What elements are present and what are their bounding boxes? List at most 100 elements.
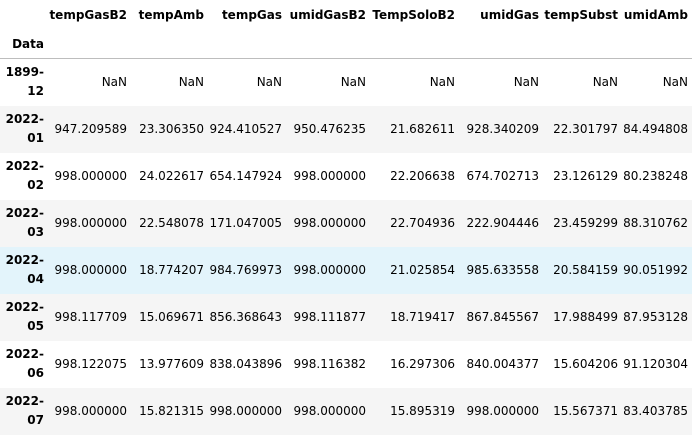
index-name-spacer — [208, 30, 286, 59]
table-cell: 20.584159 — [553, 263, 618, 277]
table-cell: 23.306350 — [139, 122, 204, 136]
row-index-label-line: 07 — [27, 413, 44, 427]
row-index-label-line: 05 — [27, 319, 44, 333]
column-header-row: tempGasB2 tempAmb tempGas umidGasB2 Temp… — [0, 0, 692, 30]
row-index-label: 2022- 03 — [0, 200, 48, 247]
row-index-label: 2022- 06 — [0, 341, 48, 388]
table-cell: 998.000000 — [293, 216, 366, 230]
table-cell: 674.702713 — [466, 169, 539, 183]
row-index-label-line: 06 — [27, 366, 44, 380]
table-cell: 91.120304 — [623, 357, 688, 371]
table-cell: 998.000000 — [293, 404, 366, 418]
row-index-label-line: 2022- — [5, 253, 44, 267]
table-cell: 23.459299 — [553, 216, 618, 230]
table-cell: 16.297306 — [390, 357, 455, 371]
row-index-label: 1899- 12 — [0, 59, 48, 106]
table-cell: 998.117709 — [54, 310, 127, 324]
row-index-label-line: 04 — [27, 272, 44, 286]
table-cell: 83.403785 — [623, 404, 688, 418]
table-row: 2022- 05 998.117709 15.069671 856.368643 998.… — [0, 293, 692, 341]
table-cell: 654.147924 — [209, 169, 282, 183]
index-name-row: Data — [0, 30, 692, 59]
table-cell: 171.047005 — [209, 216, 282, 230]
table-row: 2022- 07 998.000000 15.821315 998.000000 998.… — [0, 387, 692, 435]
table-cell: 998.000000 — [466, 404, 539, 418]
table-cell: NaN — [592, 75, 618, 90]
row-index-label-line: 2022- — [5, 347, 44, 361]
table-cell: 998.000000 — [54, 404, 127, 418]
index-name-spacer — [543, 30, 622, 59]
table-cell: 15.895319 — [390, 404, 455, 418]
table-cell: 24.022617 — [139, 169, 204, 183]
row-index-label-line: 2022- — [5, 394, 44, 408]
table-cell: 947.209589 — [54, 122, 127, 136]
column-header-umidGas: umidGas — [480, 8, 539, 22]
table-cell: NaN — [101, 75, 127, 90]
table-cell: 838.043896 — [209, 357, 282, 371]
table-cell: 840.004377 — [466, 357, 539, 371]
table-cell: 856.368643 — [209, 310, 282, 324]
table-cell: NaN — [513, 75, 539, 90]
table-cell: 222.904446 — [466, 216, 539, 230]
table-cell: 998.111877 — [293, 310, 366, 324]
table-cell: 984.769973 — [209, 263, 282, 277]
table-cell: 84.494808 — [623, 122, 688, 136]
row-index-label-line: 01 — [27, 131, 44, 145]
column-header-tempGasB2: tempGasB2 — [49, 8, 127, 22]
table-row: 1899- 12 NaN NaN NaN NaN NaN NaN NaN NaN — [0, 58, 692, 106]
row-index-label-line: 2022- — [5, 206, 44, 220]
table-cell: 998.116382 — [293, 357, 366, 371]
table-cell: 21.682611 — [390, 122, 455, 136]
table-cell: 15.069671 — [139, 310, 204, 324]
row-index-label: 2022- 02 — [0, 153, 48, 200]
table-cell: 924.410527 — [209, 122, 282, 136]
row-index-label: 2022- 04 — [0, 247, 48, 294]
table-row: 2022- 02 998.000000 24.022617 654.147924 998.… — [0, 152, 692, 200]
table-cell: 867.845567 — [466, 310, 539, 324]
table-cell: 87.953128 — [623, 310, 688, 324]
table-row: 2022- 06 998.122075 13.977609 838.043896 998.… — [0, 340, 692, 388]
index-name-spacer — [131, 30, 208, 59]
column-header-tempGas: tempGas — [221, 8, 282, 22]
index-name-spacer — [622, 30, 692, 59]
column-header-TempSoloB2: TempSoloB2 — [372, 8, 455, 22]
column-header-umidGasB2: umidGasB2 — [289, 8, 366, 22]
table-cell: 22.301797 — [553, 122, 618, 136]
index-name-spacer — [459, 30, 543, 59]
table-cell: 18.719417 — [390, 310, 455, 324]
table-cell: 998.000000 — [54, 216, 127, 230]
table-cell: 17.988499 — [553, 310, 618, 324]
blank-corner-cell — [0, 0, 48, 30]
table-cell: NaN — [178, 75, 204, 90]
table-cell: NaN — [256, 75, 282, 90]
table-cell: 998.000000 — [54, 263, 127, 277]
index-name-spacer — [286, 30, 370, 59]
table-cell: 23.126129 — [553, 169, 618, 183]
table-cell: 22.704936 — [390, 216, 455, 230]
column-header-tempSubst: tempSubst — [544, 8, 618, 22]
table-body: 1899- 12 NaN NaN NaN NaN NaN NaN NaN NaN 2022- 01 94… — [0, 58, 692, 435]
table-cell: 90.051992 — [623, 263, 688, 277]
row-index-label: 2022- 05 — [0, 294, 48, 341]
table-cell: NaN — [662, 75, 688, 90]
table-cell: 950.476235 — [293, 122, 366, 136]
table-row: 2022- 03 998.000000 22.548078 171.047005 998.… — [0, 199, 692, 247]
table-cell: NaN — [340, 75, 366, 90]
row-index-label-line: 2022- — [5, 159, 44, 173]
table-cell: 22.548078 — [139, 216, 204, 230]
table-cell: 928.340209 — [466, 122, 539, 136]
table-row: 2022- 04 998.000000 18.774207 984.769973 998.… — [0, 246, 692, 294]
table-cell: 998.000000 — [293, 169, 366, 183]
table-cell: 15.821315 — [139, 404, 204, 418]
table-cell: 985.633558 — [466, 263, 539, 277]
table-cell: 80.238248 — [623, 169, 688, 183]
row-index-label-line: 03 — [27, 225, 44, 239]
table-cell: NaN — [429, 75, 455, 90]
index-name-spacer — [48, 30, 131, 59]
table-cell: 998.000000 — [54, 169, 127, 183]
column-header-umidAmb: umidAmb — [623, 8, 688, 22]
row-index-label-line: 1899- — [5, 65, 44, 80]
table-cell: 998.000000 — [293, 263, 366, 277]
table-cell: 22.206638 — [390, 169, 455, 183]
table-cell: 13.977609 — [139, 357, 204, 371]
